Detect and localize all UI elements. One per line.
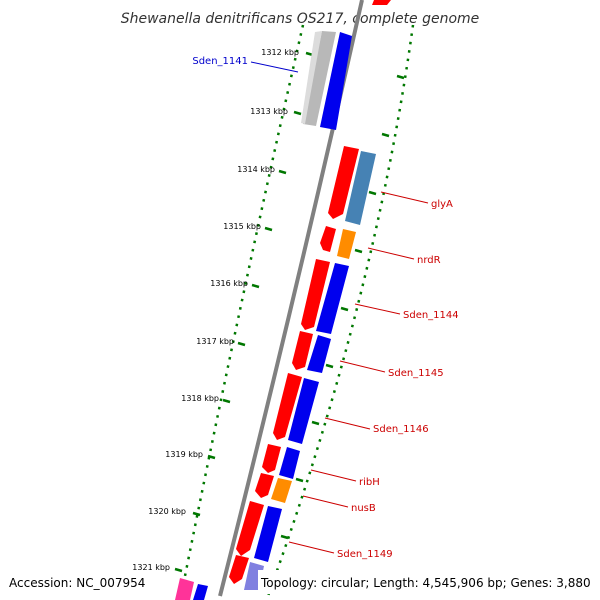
accession-text: Accession: NC_007954 [9,576,145,590]
gene-label-nusB: nusB [351,503,376,514]
leader-line-nrdR [367,247,415,260]
gene-label-glyA: glyA [431,199,453,210]
tick-mark [354,248,363,254]
tick-mark [207,454,216,460]
forward-strand-genes [193,0,391,600]
tick-label: 1317 kbp [196,337,234,346]
gene-feature-sden-1149 [254,506,282,562]
leader-lines [250,61,429,554]
leader-line-glyA [380,191,429,204]
gene-feature-pink [175,578,194,600]
gene-label-sden-1141: Sden_1141 [192,56,248,67]
gene-feature-sden-1146 [288,378,319,444]
tick-labels: 1312 kbp 1313 kbp 1314 kbp 1315 kbp 1316… [132,48,299,572]
tick-label: 1314 kbp [237,165,275,174]
tick-mark [174,567,183,573]
leader-line-sden-1149 [288,541,335,554]
tick-mark [381,132,390,138]
leader-line-nusB [302,495,349,508]
gene-feature-grey-light [301,31,322,124]
outer-ticks [280,74,405,540]
gene-feature-nusB [271,478,292,503]
reverse-strand-genes [175,31,359,600]
tick-mark [192,511,201,517]
gene-feature-forward [236,501,264,556]
tick-label: 1321 kbp [132,563,170,572]
gene-feature-glyA [345,151,376,225]
gene-feature-forward [301,259,330,330]
topology-text: Topology: circular; Length: 4,545,906 bp… [260,576,591,590]
tick-label: 1315 kbp [223,222,261,231]
leader-line-sden-1146 [324,417,371,430]
tick-mark [293,110,302,116]
gene-labels: Sden_1141 glyA nrdR Sden_1144 Sden_1145 … [192,56,458,560]
footer-right-bg [258,570,600,594]
gene-label-nrdR: nrdR [417,255,441,266]
tick-mark [340,306,349,312]
gene-feature-sden-1144 [316,263,349,334]
tick-mark [278,169,287,175]
leader-line-ribH [310,469,357,482]
leader-line-sden-1145 [339,360,386,373]
gene-label-ribH: ribH [359,477,380,488]
gene-feature-ribH [279,447,300,479]
leader-line-sden-1144 [354,303,401,315]
tick-mark [311,420,320,426]
gene-label-sden-1149: Sden_1149 [337,549,393,560]
tick-label: 1312 kbp [261,48,299,57]
inner-ticks [174,51,314,573]
gene-feature-top-red [372,0,391,5]
gene-feature-forward [262,444,281,473]
outer-dotted-ring [266,24,415,597]
gene-feature-forward [320,226,336,252]
tick-mark [237,341,246,347]
tick-mark [251,283,260,289]
tick-label: 1318 kbp [181,394,219,403]
tick-mark [280,534,289,540]
gene-feature-forward [292,331,313,370]
tick-mark [368,190,377,196]
gene-label-sden-1144: Sden_1144 [403,310,459,321]
tick-mark [396,74,405,80]
gene-feature-nrdR [337,229,356,259]
gene-feature-sden-1141 [320,32,352,130]
gene-feature-forward [229,555,249,584]
tick-mark [295,477,304,483]
tick-mark [264,226,273,232]
tick-mark [325,363,334,369]
gene-label-sden-1146: Sden_1146 [373,424,429,435]
tick-label: 1320 kbp [148,507,186,516]
tick-mark [222,398,231,404]
map-title: Shewanella denitrificans OS217, complete… [121,11,480,27]
leader-line-sden-1141 [250,61,299,73]
gene-label-sden-1145: Sden_1145 [388,368,444,379]
tick-label: 1319 kbp [165,450,203,459]
gene-feature-forward [255,473,274,498]
gene-feature-forward [328,146,359,219]
gene-feature-bottom-blue [193,584,208,600]
tick-label: 1313 kbp [250,107,288,116]
gene-feature-forward [273,373,302,440]
gene-feature-grey [303,31,336,126]
footer-left-bg [0,570,150,594]
gene-feature-sden-1145 [307,335,331,373]
tick-label: 1316 kbp [210,279,248,288]
